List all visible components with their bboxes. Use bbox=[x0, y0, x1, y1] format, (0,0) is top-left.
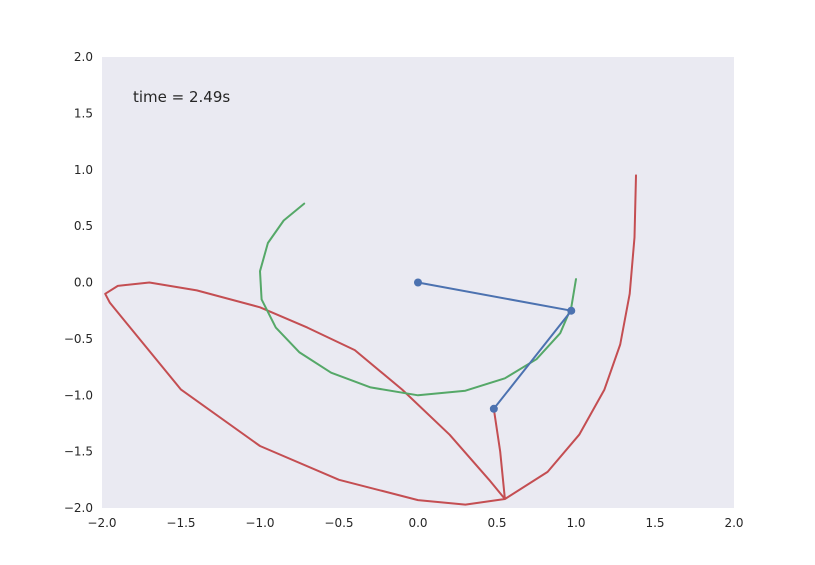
x-tick-label: 1.5 bbox=[645, 516, 664, 530]
y-tick-label: 0.5 bbox=[74, 219, 93, 233]
series-lines bbox=[104, 174, 637, 506]
x-tick-label: 0.5 bbox=[487, 516, 506, 530]
trace-line-red bbox=[104, 174, 637, 506]
x-tick-label: −2.0 bbox=[87, 516, 116, 530]
x-tick-label: 0.0 bbox=[408, 516, 427, 530]
x-tick-label: 1.0 bbox=[566, 516, 585, 530]
y-tick-label: 1.5 bbox=[74, 106, 93, 120]
trace-line-green bbox=[259, 202, 577, 397]
y-tick-label: −1.0 bbox=[64, 388, 93, 402]
pendulum-point bbox=[489, 404, 498, 413]
tick-labels: −2.0 −1.5 −1.0 −0.5 0.0 0.5 1.0 1.5 2.0 2.0 1.5 1.0… bbox=[64, 50, 744, 530]
y-tick-label: 0.0 bbox=[74, 276, 93, 290]
time-annotation: time = 2.49s bbox=[133, 88, 230, 106]
x-tick-label: 2.0 bbox=[724, 516, 743, 530]
y-tick-label: −2.0 bbox=[64, 501, 93, 515]
y-tick-label: 1.0 bbox=[74, 163, 93, 177]
pendulum-point bbox=[414, 278, 422, 287]
y-tick-label: 2.0 bbox=[74, 50, 93, 64]
x-tick-label: −1.0 bbox=[245, 516, 274, 530]
pendulum-point bbox=[567, 306, 576, 315]
x-tick-label: −1.5 bbox=[166, 516, 195, 530]
x-tick-label: −0.5 bbox=[324, 516, 353, 530]
y-tick-label: −0.5 bbox=[64, 332, 93, 346]
y-tick-label: −1.5 bbox=[64, 445, 93, 459]
